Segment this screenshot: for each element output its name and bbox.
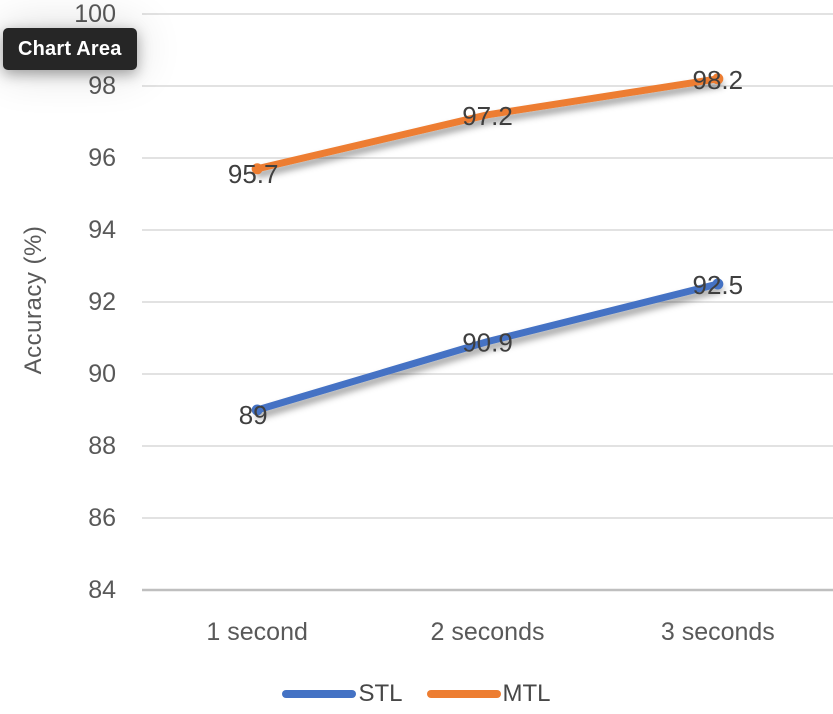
legend-item-mtl[interactable]: MTL: [426, 680, 551, 708]
chart-area-tooltip-label: Chart Area: [18, 38, 122, 60]
data-label-mtl: 97.2: [462, 101, 513, 131]
x-tick-label: 1 second: [206, 618, 307, 646]
x-tick-label: 3 seconds: [661, 618, 775, 646]
y-tick-label: 96: [88, 144, 116, 172]
y-axis-title: Accuracy (%): [20, 225, 47, 375]
y-tick-label: 88: [88, 432, 116, 460]
legend-item-stl[interactable]: STL: [282, 680, 403, 708]
y-tick-label: 98: [88, 72, 116, 100]
data-label-mtl: 98.2: [693, 65, 744, 95]
y-tick-label: 94: [88, 216, 116, 244]
y-tick-label: 92: [88, 288, 116, 316]
legend-line-swatch-mtl: [426, 690, 501, 698]
data-label-stl: 89: [239, 400, 268, 430]
chart-area-tooltip: Chart Area: [3, 28, 137, 70]
y-tick-label: 84: [88, 576, 116, 604]
series-point-stl[interactable]: [712, 278, 724, 290]
series-point-mtl[interactable]: [712, 73, 724, 85]
y-tick-label: 90: [88, 360, 116, 388]
series-point-mtl[interactable]: [251, 163, 263, 175]
y-tick-label: 86: [88, 504, 116, 532]
series-line-mtl[interactable]: [253, 75, 722, 173]
series-point-stl[interactable]: [251, 404, 263, 416]
data-label-stl: 92.5: [693, 270, 744, 300]
series-line-stl[interactable]: [253, 280, 722, 414]
data-label-stl: 90.9: [462, 328, 513, 358]
y-tick-label: 100: [74, 0, 116, 28]
legend-line-swatch-stl: [282, 690, 357, 698]
data-label-mtl: 95.7: [228, 159, 279, 189]
legend: STL MTL: [0, 678, 833, 710]
legend-label: STL: [358, 680, 403, 707]
x-tick-label: 2 seconds: [431, 618, 545, 646]
legend-label: MTL: [502, 680, 551, 707]
